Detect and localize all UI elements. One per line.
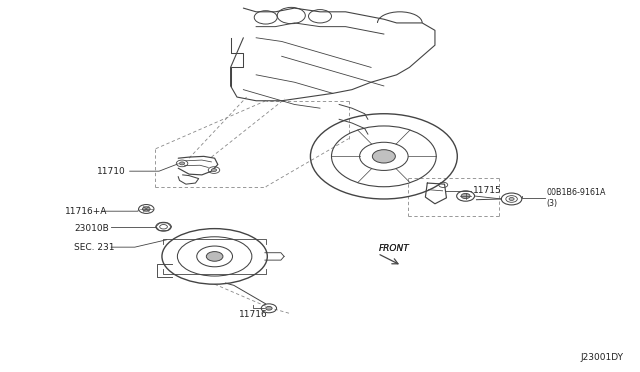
Circle shape [179,162,184,165]
Text: 23010B: 23010B [74,224,109,233]
Text: 00B1B6-9161A
(3): 00B1B6-9161A (3) [547,188,606,208]
Text: 11715: 11715 [473,186,502,195]
Text: 11710: 11710 [97,167,125,176]
Circle shape [211,169,216,171]
Text: FRONT: FRONT [379,244,410,253]
Circle shape [206,251,223,261]
Text: FRONT: FRONT [379,244,410,253]
Text: J23001DY: J23001DY [580,353,623,362]
Circle shape [143,207,150,211]
Circle shape [461,193,470,199]
Text: 11716: 11716 [239,310,268,319]
Text: SEC. 231: SEC. 231 [74,243,115,251]
Circle shape [509,198,514,201]
Circle shape [372,150,396,163]
Circle shape [266,307,272,310]
Text: 11716+A: 11716+A [65,208,107,217]
